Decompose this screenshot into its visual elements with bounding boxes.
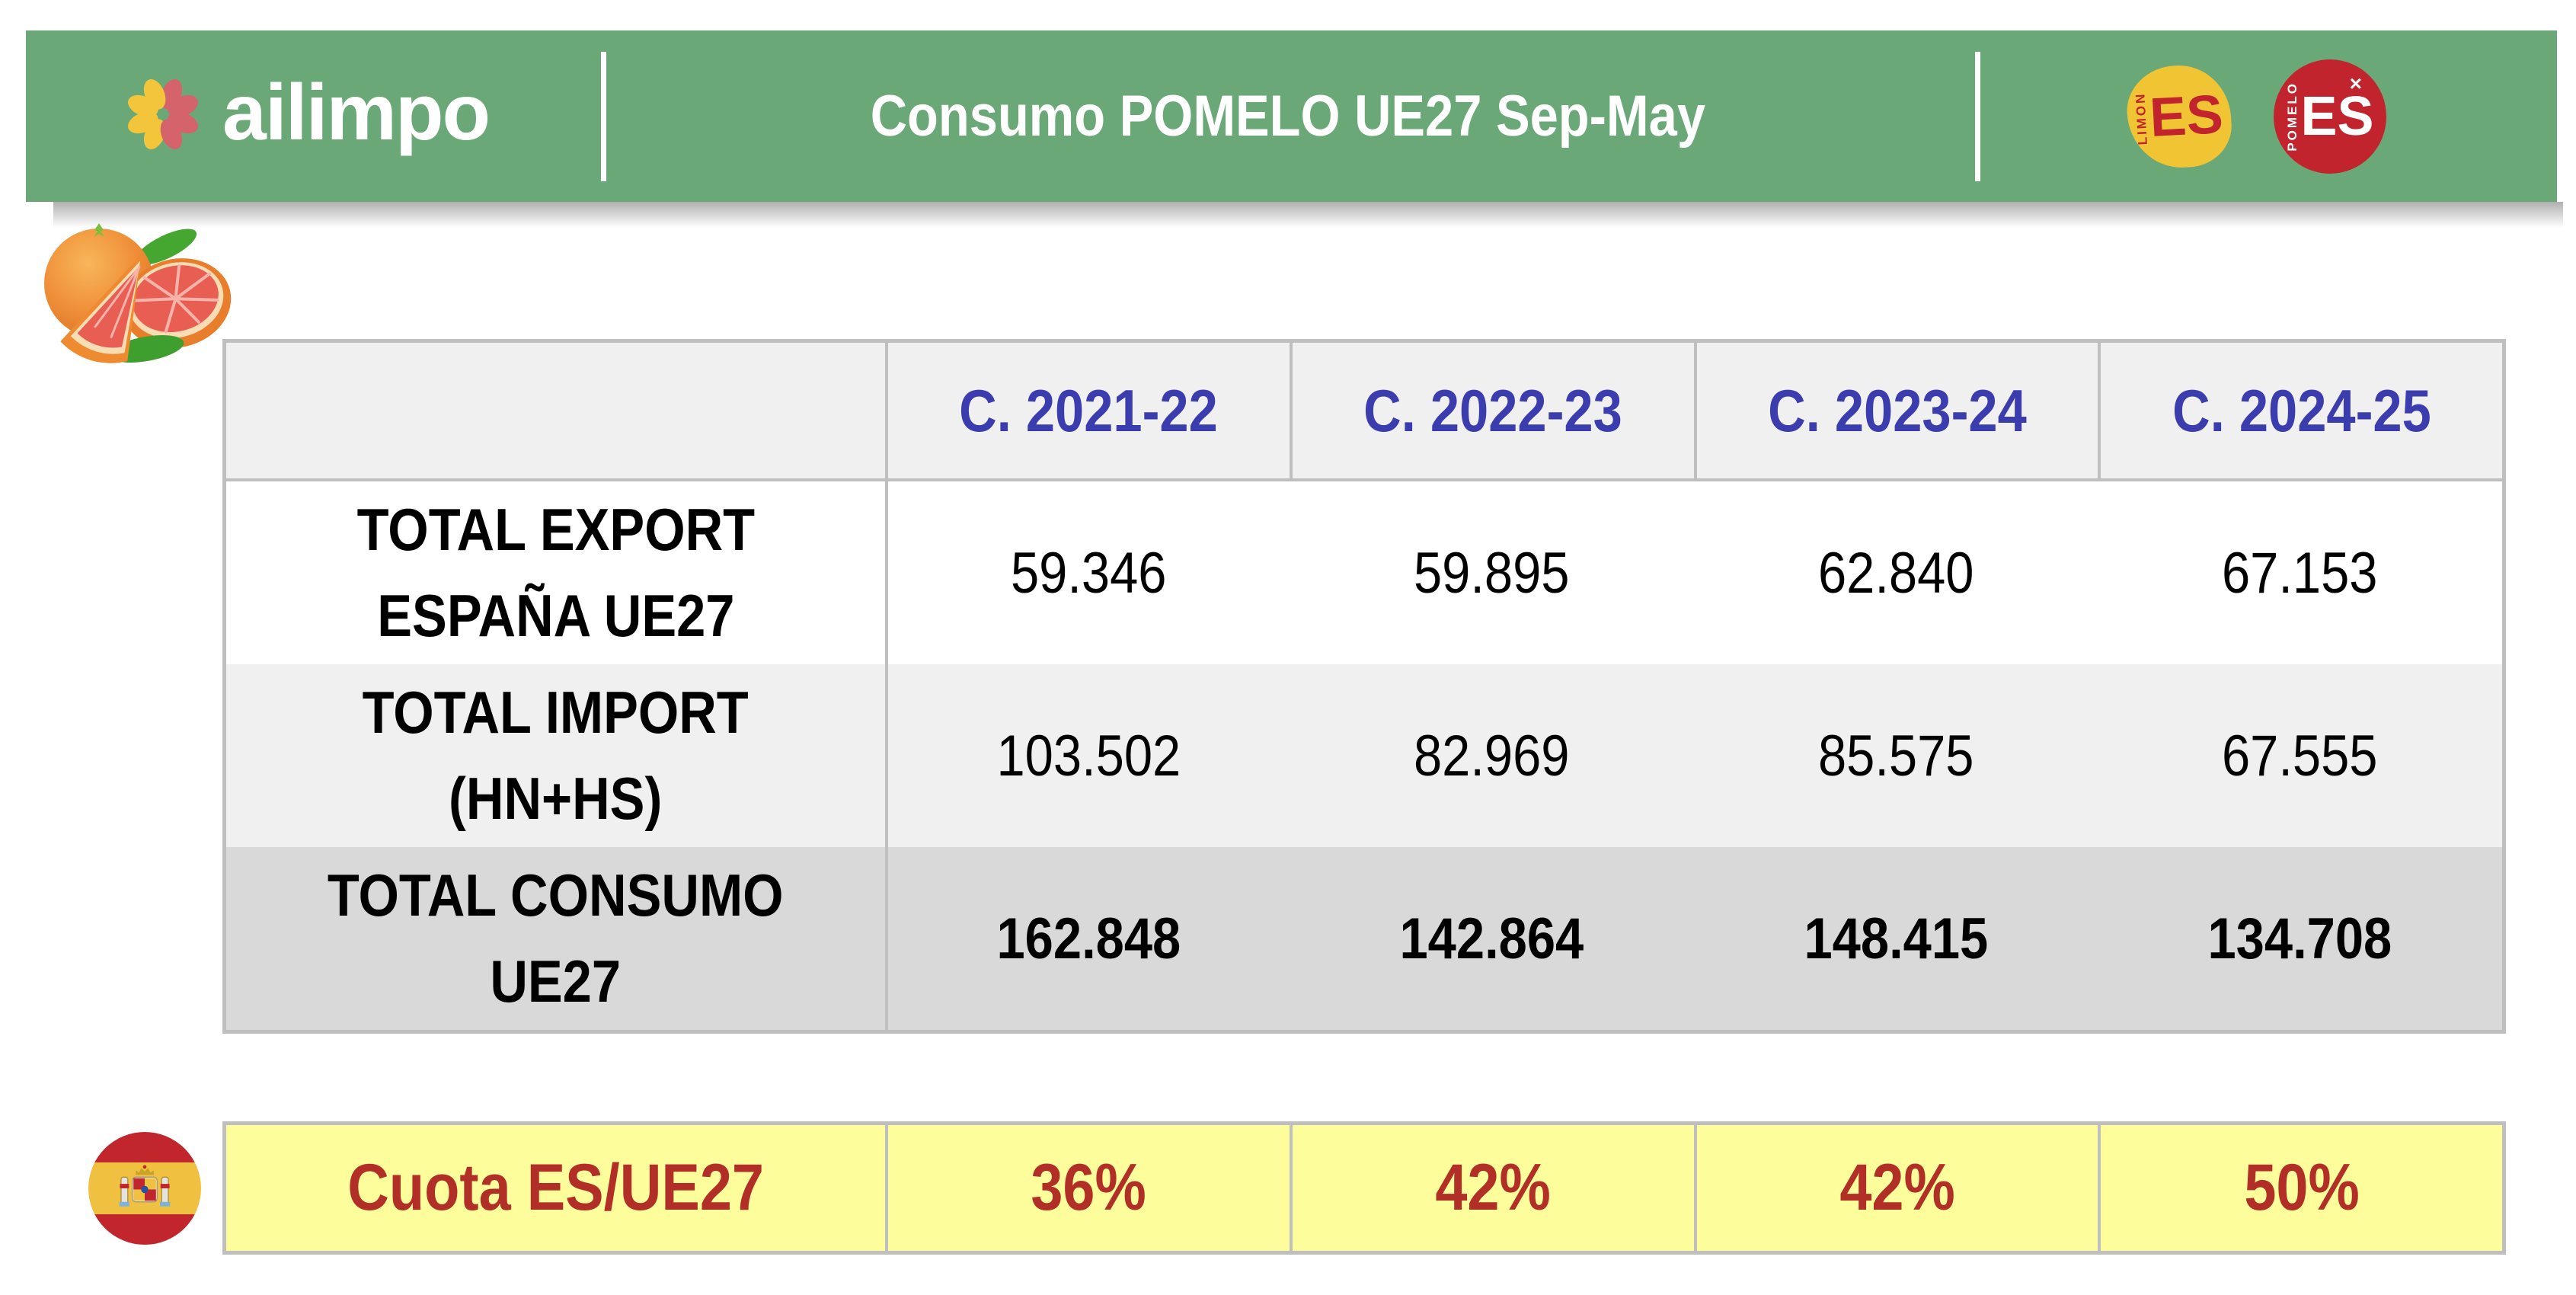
- row-label-total-consumo: TOTAL CONSUMO UE27: [226, 847, 885, 1030]
- cuota-label: Cuota ES/UE27: [226, 1125, 885, 1251]
- cuota-value-2021-22: 36%: [885, 1125, 1290, 1251]
- limon-badge-es-label: ES: [2148, 83, 2225, 149]
- limon-es-badge: LIMON ES: [2124, 62, 2234, 170]
- value-cell: 85.575: [1693, 664, 2098, 847]
- value-cell: 59.895: [1289, 481, 1694, 664]
- pomelo-es-badge: POMELO ES ×: [2274, 59, 2386, 174]
- brand-badges: LIMON ES POMELO ES ×: [2124, 30, 2386, 202]
- header-divider: [601, 52, 606, 181]
- value-cell: 82.969: [1289, 664, 1694, 847]
- header-bar: ailimpo Consumo POMELO UE27 Sep-May LIMO…: [26, 30, 2557, 202]
- value-cell: 67.555: [2098, 664, 2502, 847]
- pomelo-badge-vertical-label: POMELO: [2285, 81, 2300, 152]
- column-header-2021-22: C. 2021-22: [885, 343, 1290, 481]
- value-cell: 62.840: [1693, 481, 2098, 664]
- brand: ailimpo: [123, 30, 491, 202]
- column-header-2022-23: C. 2022-23: [1289, 343, 1694, 481]
- header-divider: [1975, 52, 1980, 181]
- value-cell: 103.502: [885, 664, 1290, 847]
- spain-flag-icon: [88, 1132, 201, 1245]
- cuota-value-2022-23: 42%: [1289, 1125, 1694, 1251]
- cuota-row: Cuota ES/UE27 36% 42% 42% 50%: [222, 1121, 2506, 1255]
- corner-cell: [226, 343, 885, 481]
- slide-title: Consumo POMELO UE27 Sep-May: [870, 84, 1706, 149]
- header-shadow: [53, 202, 2563, 228]
- ailimpo-logo-icon: [123, 75, 203, 158]
- brand-name: ailimpo: [222, 69, 491, 157]
- grapefruit-image: [32, 212, 233, 369]
- column-header-2023-24: C. 2023-24: [1693, 343, 2098, 481]
- cuota-value-2023-24: 42%: [1693, 1125, 2098, 1251]
- value-cell: 162.848: [885, 847, 1290, 1030]
- value-cell: 148.415: [1693, 847, 2098, 1030]
- value-cell: 67.153: [2098, 481, 2502, 664]
- value-cell: 134.708: [2098, 847, 2502, 1030]
- cuota-value-2024-25: 50%: [2098, 1125, 2502, 1251]
- limon-badge-vertical-label: LIMON: [2133, 91, 2151, 145]
- consumption-table: C. 2021-22 C. 2022-23 C. 2023-24 C. 2024…: [222, 339, 2506, 1034]
- value-cell: 59.346: [885, 481, 1290, 664]
- column-header-2024-25: C. 2024-25: [2098, 343, 2502, 481]
- pomelo-badge-mark: ×: [2349, 71, 2362, 95]
- value-cell: 142.864: [1289, 847, 1694, 1030]
- pomelo-badge-es-label: ES: [2300, 85, 2374, 147]
- row-label-total-import: TOTAL IMPORT (HN+HS): [226, 664, 885, 847]
- row-label-total-export: TOTAL EXPORT ESPAÑA UE27: [226, 481, 885, 664]
